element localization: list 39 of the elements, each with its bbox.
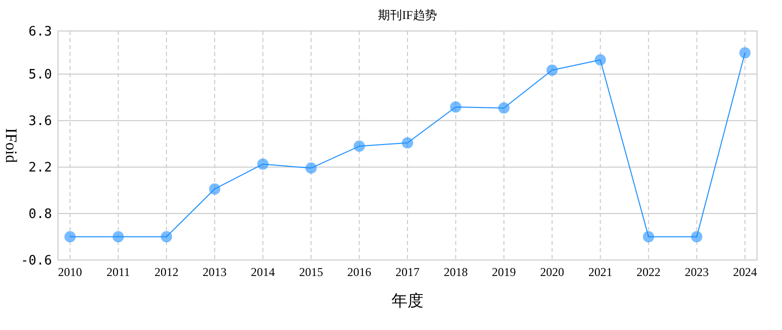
x-tick-label: 2022 bbox=[636, 265, 661, 279]
point bbox=[498, 102, 510, 114]
x-tick-label: 2024 bbox=[732, 265, 757, 279]
y-tick-label: 5.0 bbox=[28, 68, 52, 83]
x-tick-label: 2012 bbox=[154, 265, 178, 279]
point bbox=[450, 101, 462, 113]
point bbox=[209, 183, 220, 195]
y-axis-title: IFoid bbox=[2, 128, 19, 163]
x-tick-label: 2018 bbox=[444, 265, 468, 279]
x-tick-label: 2023 bbox=[684, 265, 709, 279]
y-tick-label: 0.8 bbox=[28, 207, 52, 222]
point bbox=[546, 64, 558, 76]
point bbox=[257, 158, 269, 170]
x-tick-label: 2016 bbox=[347, 265, 372, 279]
point bbox=[739, 47, 751, 59]
x-tick-label: 2015 bbox=[299, 265, 324, 279]
y-tick-label: 3.6 bbox=[28, 114, 52, 130]
point bbox=[594, 54, 606, 66]
x-tick-label: 2011 bbox=[106, 265, 130, 279]
point bbox=[112, 231, 124, 242]
point bbox=[642, 231, 654, 242]
x-tick-label: 2020 bbox=[540, 265, 564, 279]
point bbox=[64, 231, 76, 242]
y-tick-label: 2.2 bbox=[28, 160, 52, 176]
x-tick-label: 2017 bbox=[396, 265, 420, 279]
point bbox=[691, 231, 702, 242]
x-axis-title: 年度 bbox=[392, 292, 424, 310]
x-tick-label: 2019 bbox=[492, 265, 516, 279]
y-tick-label: -0.6 bbox=[20, 254, 52, 269]
x-tick-label: 2021 bbox=[588, 265, 612, 279]
point bbox=[354, 140, 365, 152]
x-tick-label: 2014 bbox=[250, 265, 275, 279]
chart-title: 期刊IF趋势 bbox=[378, 8, 437, 22]
point bbox=[160, 231, 172, 242]
point bbox=[402, 137, 414, 148]
x-tick-label: 2013 bbox=[202, 265, 227, 279]
x-tick-label: 2010 bbox=[58, 265, 82, 279]
point bbox=[305, 162, 317, 174]
y-tick-label: 6.3 bbox=[28, 24, 52, 40]
